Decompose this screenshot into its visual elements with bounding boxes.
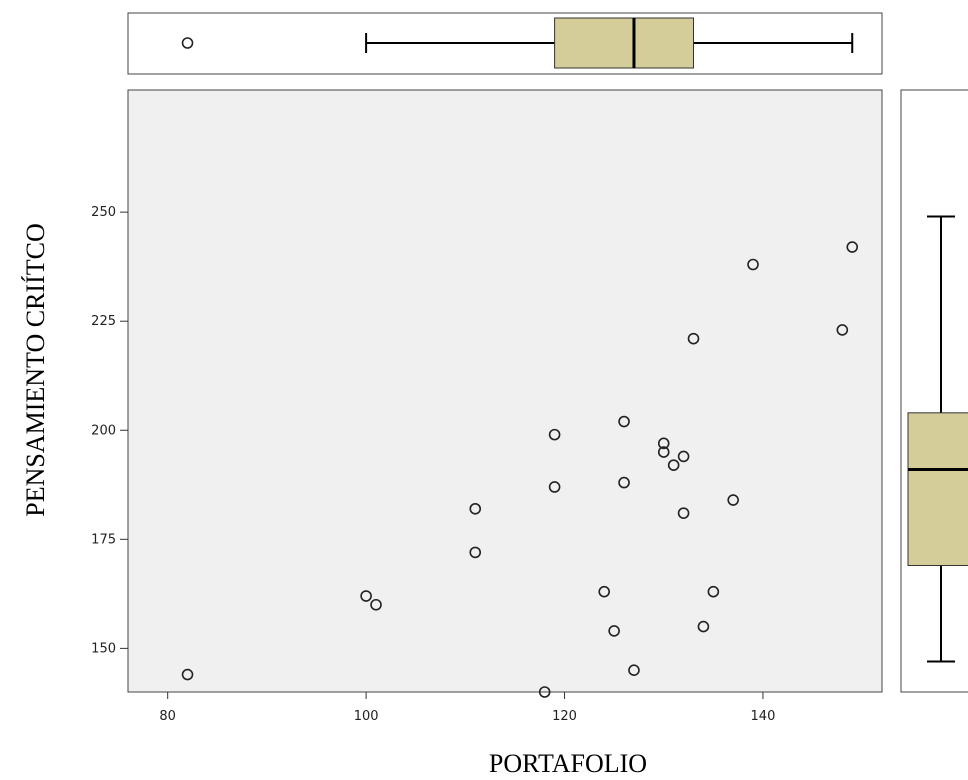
data-point bbox=[677, 450, 690, 463]
y-tick-label: 250 bbox=[91, 205, 116, 220]
data-point bbox=[687, 332, 700, 345]
x-tick-label: 80 bbox=[159, 709, 176, 724]
x-outlier-point bbox=[181, 37, 194, 49]
data-point bbox=[747, 258, 759, 271]
x-axis: 80 100 120 140 bbox=[159, 692, 775, 724]
y-tick-label: 225 bbox=[91, 314, 116, 329]
x-tick-label: 100 bbox=[354, 709, 379, 724]
data-point bbox=[697, 620, 710, 633]
data-point bbox=[618, 415, 630, 428]
data-point bbox=[727, 494, 739, 506]
data-point bbox=[618, 476, 630, 489]
x-boxplot bbox=[181, 17, 854, 69]
data-point bbox=[628, 664, 640, 676]
y-boxplot bbox=[907, 215, 968, 663]
data-point bbox=[846, 241, 859, 253]
y-tick-label: 200 bbox=[91, 423, 116, 438]
data-point bbox=[667, 459, 680, 471]
data-point bbox=[548, 428, 561, 441]
data-point bbox=[360, 590, 372, 602]
x-boxplot-panel bbox=[127, 12, 883, 75]
data-point bbox=[469, 502, 482, 515]
y-boxplot-frame bbox=[900, 89, 968, 693]
data-point bbox=[677, 507, 690, 519]
y-axis-title: PENSAMIENTO CRIÍTCO bbox=[21, 223, 50, 516]
data-point bbox=[538, 686, 551, 698]
data-point bbox=[707, 585, 720, 598]
data-point bbox=[657, 446, 670, 458]
data-point bbox=[598, 585, 611, 598]
y-boxplot-panel bbox=[900, 89, 968, 693]
data-point bbox=[548, 481, 561, 493]
data-point bbox=[181, 668, 194, 681]
data-point bbox=[608, 625, 620, 637]
data-point bbox=[657, 437, 670, 450]
y-tick-label: 175 bbox=[91, 532, 116, 547]
y-box bbox=[907, 412, 968, 566]
y-axis: 150 175 200 225 250 bbox=[91, 205, 128, 656]
x-tick-label: 140 bbox=[751, 709, 776, 724]
data-point bbox=[469, 546, 482, 559]
data-point bbox=[370, 598, 382, 611]
data-point bbox=[836, 324, 849, 336]
y-tick-label: 150 bbox=[91, 641, 116, 656]
x-tick-label: 120 bbox=[552, 709, 577, 724]
x-box bbox=[554, 17, 695, 69]
x-axis-title: PORTAFOLIO bbox=[489, 749, 647, 778]
scatter-points bbox=[181, 241, 859, 698]
plot-background bbox=[127, 89, 883, 693]
plot-area: 150 175 200 225 250 80 100 120 140 bbox=[91, 89, 883, 724]
